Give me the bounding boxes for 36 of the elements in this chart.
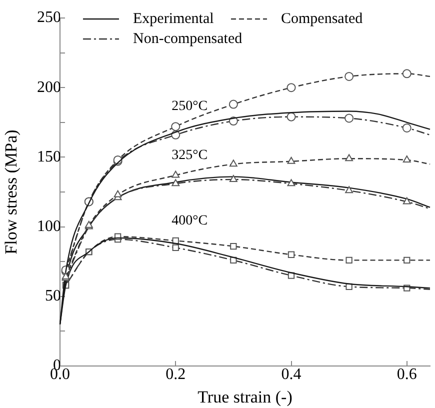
annotation: 400°C	[172, 213, 208, 228]
point	[229, 160, 238, 167]
point	[229, 174, 238, 182]
point	[171, 122, 180, 132]
point	[286, 83, 296, 92]
annotation: 325°C	[172, 148, 208, 163]
point	[402, 155, 411, 162]
point	[344, 114, 354, 123]
legend-label: Non-compensated	[133, 30, 243, 47]
point	[172, 170, 180, 178]
legend-label: Compensated	[281, 10, 364, 27]
point	[346, 256, 352, 264]
point	[346, 283, 352, 290]
point	[344, 72, 354, 81]
point	[172, 179, 180, 186]
y-axis-title: Flow stress (MPa)	[2, 130, 21, 254]
point	[287, 156, 296, 164]
point	[230, 242, 237, 250]
x-tick-label: 0.6	[396, 366, 417, 383]
point	[402, 123, 412, 132]
point	[230, 256, 237, 264]
point	[172, 244, 179, 252]
point	[286, 112, 296, 122]
x-axis-title: True strain (-)	[198, 387, 292, 406]
x-tick-label: 0.2	[166, 366, 186, 383]
point	[402, 197, 411, 204]
point	[287, 179, 296, 186]
point	[228, 100, 238, 109]
point	[404, 256, 410, 264]
annotation: 250°C	[172, 99, 208, 114]
point	[288, 251, 295, 258]
point	[345, 154, 354, 162]
x-tick-label: 0.4	[281, 366, 302, 383]
point	[345, 186, 354, 194]
point	[402, 69, 412, 78]
legend-label: Experimental	[133, 10, 214, 27]
